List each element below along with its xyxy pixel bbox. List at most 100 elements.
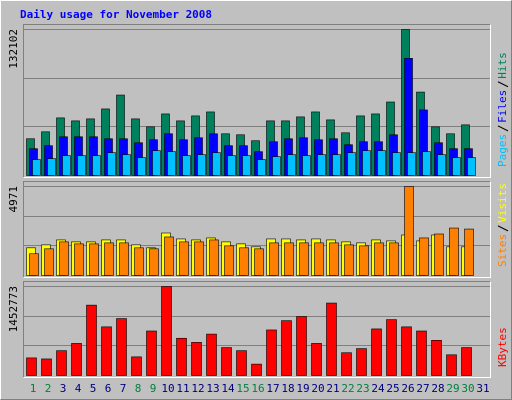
- legend: Sites Visits: [496, 183, 509, 267]
- x-tick-label: 9: [150, 382, 157, 395]
- bar: [119, 242, 129, 276]
- x-tick-label: 23: [356, 382, 369, 395]
- x-tick-label: 1: [30, 382, 37, 395]
- bar: [452, 157, 461, 176]
- bar: [371, 328, 382, 376]
- legend-entry: Files: [496, 90, 509, 123]
- x-tick-label: 26: [401, 382, 414, 395]
- bar: [431, 340, 442, 376]
- bar: [326, 302, 337, 376]
- bar: [101, 326, 112, 376]
- bar: [71, 343, 82, 376]
- x-tick-label: 16: [251, 382, 264, 395]
- x-tick-label: 10: [161, 382, 174, 395]
- x-tick-label: 24: [371, 382, 385, 395]
- bar: [77, 155, 86, 176]
- bar: [227, 155, 236, 176]
- bar: [92, 155, 101, 176]
- bar: [137, 157, 146, 176]
- bar: [191, 342, 202, 376]
- bar: [362, 150, 371, 176]
- bar: [242, 155, 251, 176]
- bar: [359, 245, 369, 276]
- bar: [182, 155, 191, 176]
- bar: [56, 350, 67, 376]
- bar: [122, 154, 131, 176]
- x-tick-label: 8: [135, 382, 142, 395]
- bar: [212, 152, 221, 176]
- panel-bevel: [23, 181, 491, 278]
- bar: [464, 228, 474, 276]
- legend: KBytes: [496, 327, 509, 367]
- bar: [251, 363, 262, 376]
- bar: [461, 347, 472, 376]
- bar: [176, 337, 187, 376]
- legend: Pages Files Hits: [496, 52, 509, 167]
- x-tick-label: 25: [386, 382, 399, 395]
- x-tick-label: 12: [191, 382, 204, 395]
- bar: [347, 152, 356, 176]
- bar: [317, 154, 326, 176]
- bar: [62, 155, 71, 176]
- bar: [287, 154, 296, 176]
- x-tick-label: 6: [105, 382, 112, 395]
- bar: [389, 242, 399, 276]
- y-tick-label: 4971: [7, 186, 20, 213]
- bar: [341, 352, 352, 376]
- bar: [104, 242, 114, 276]
- x-tick-label: 15: [236, 382, 249, 395]
- legend-entry: Sites: [496, 234, 509, 267]
- legend-entry: Hits: [496, 52, 509, 79]
- bar: [257, 159, 266, 176]
- bar: [197, 154, 206, 176]
- x-tick-label: 17: [266, 382, 279, 395]
- x-tick-label: 21: [326, 382, 339, 395]
- bar: [329, 242, 339, 276]
- x-tick-label: 29: [446, 382, 459, 395]
- chart-title: Daily usage for November 2008: [20, 8, 212, 21]
- panel-bevel: [23, 24, 491, 178]
- bar: [134, 247, 144, 276]
- x-tick-label: 3: [60, 382, 67, 395]
- bar: [107, 152, 116, 176]
- x-tick-label: 20: [311, 382, 324, 395]
- x-tick-label: 28: [431, 382, 444, 395]
- bar: [422, 151, 431, 176]
- bar: [434, 233, 444, 276]
- bar: [437, 154, 446, 176]
- bar: [419, 237, 429, 276]
- bar: [311, 343, 322, 376]
- legend-entry: Visits: [496, 183, 509, 223]
- bar: [152, 150, 161, 176]
- bar: [344, 244, 354, 276]
- bar: [392, 152, 401, 176]
- bar: [284, 242, 294, 276]
- x-tick-label: 5: [90, 382, 97, 395]
- bar: [236, 350, 247, 376]
- bar: [32, 159, 41, 176]
- bar: [416, 330, 427, 376]
- legend-separator: [497, 81, 509, 88]
- x-tick-label: 13: [206, 382, 219, 395]
- x-tick-label: 4: [75, 382, 82, 395]
- bar: [377, 150, 386, 176]
- bar: [386, 319, 397, 376]
- bar: [296, 316, 307, 376]
- bar: [407, 152, 416, 176]
- legend-separator: [497, 125, 509, 132]
- bar: [206, 333, 217, 376]
- bar: [29, 253, 39, 276]
- bar: [44, 248, 54, 276]
- bar: [449, 227, 459, 276]
- x-tick-label: 14: [221, 382, 235, 395]
- panel-bevel: [23, 24, 491, 178]
- bar: [59, 241, 69, 276]
- bar: [446, 354, 457, 376]
- x-tick-label: 30: [461, 382, 474, 395]
- y-tick-label: 1452773: [7, 286, 20, 332]
- x-tick-label: 31: [476, 382, 489, 395]
- bar: [26, 357, 37, 376]
- bar: [302, 155, 311, 176]
